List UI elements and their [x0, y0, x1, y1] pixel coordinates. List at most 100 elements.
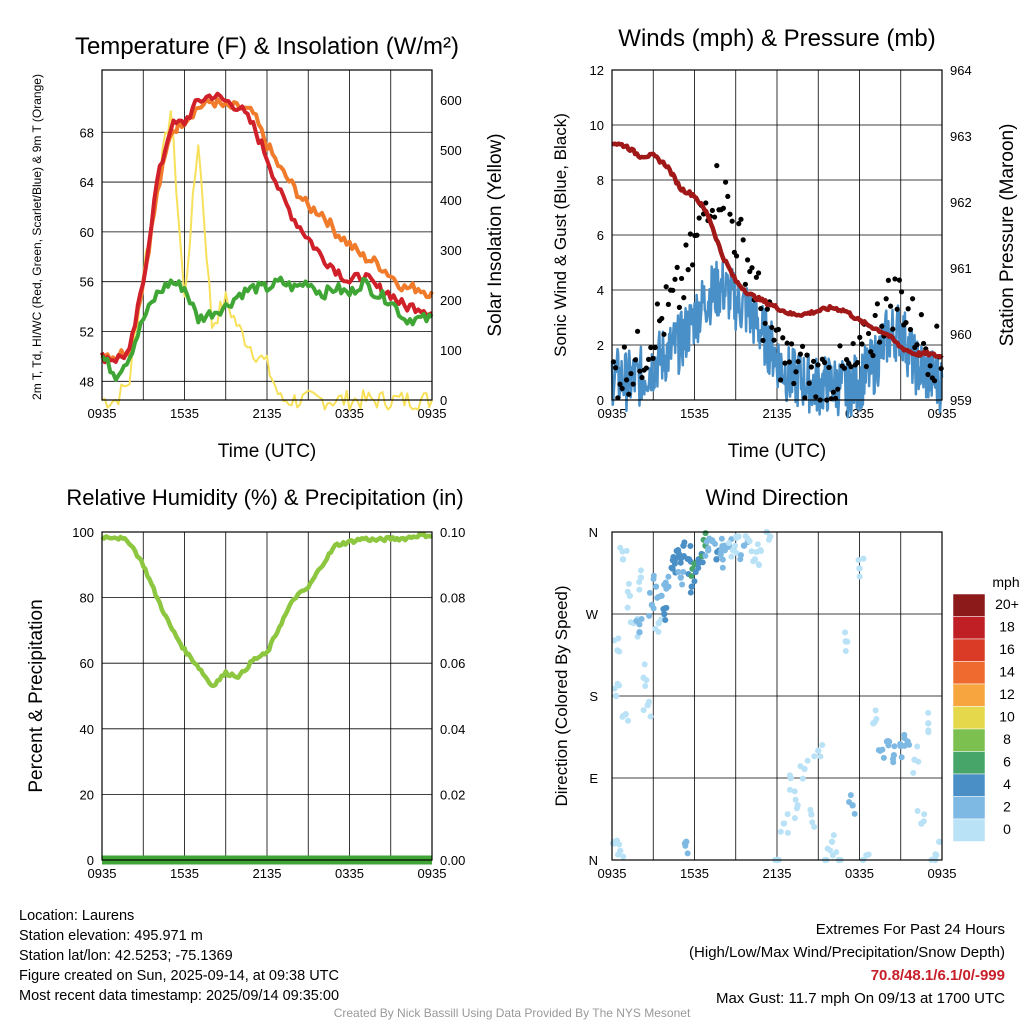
direction-point — [636, 579, 643, 586]
gust-point — [769, 324, 775, 331]
gust-point — [806, 380, 812, 386]
direction-point — [662, 616, 669, 623]
panel1-ytick: 56 — [80, 275, 94, 290]
direction-point — [809, 819, 816, 826]
direction-point — [906, 741, 913, 748]
direction-point — [797, 763, 804, 770]
panel2-ytick: 2 — [597, 338, 604, 353]
gust-point — [857, 334, 863, 340]
panel2-y2tick: 960 — [950, 327, 972, 342]
gust-point — [674, 264, 680, 270]
gust-point — [733, 253, 740, 259]
gust-point — [938, 365, 944, 372]
direction-point — [691, 578, 698, 585]
direction-point — [687, 543, 694, 550]
panel4-ytick: W — [586, 607, 599, 622]
gust-point — [903, 319, 909, 326]
panel1-title: Temperature (F) & Insolation (W/m²) — [75, 33, 459, 60]
direction-point — [929, 856, 936, 863]
gust-point — [782, 360, 788, 366]
legend-label: 20+ — [995, 596, 1019, 612]
direction-point — [681, 840, 688, 847]
gust-point — [863, 363, 869, 370]
direction-point — [692, 569, 699, 576]
extremes-panel: Extremes For Past 24 Hours (High/Low/Max… — [689, 918, 1005, 1010]
gust-point — [870, 352, 876, 359]
direction-point — [733, 533, 740, 540]
direction-point — [681, 539, 688, 546]
gust-point — [821, 359, 828, 366]
panel2-ytick: 10 — [590, 118, 604, 133]
panel2-xtick: 0935 — [928, 406, 957, 421]
direction-point — [811, 823, 818, 830]
direction-point — [791, 815, 798, 822]
legend-label: 10 — [999, 709, 1015, 725]
direction-point — [920, 818, 927, 825]
direction-point — [705, 545, 712, 552]
gust-point — [689, 262, 696, 268]
direction-point — [627, 619, 634, 626]
gust-point — [696, 215, 702, 221]
gust-point — [694, 232, 700, 238]
gust-point — [927, 363, 933, 369]
direction-point — [665, 573, 672, 580]
gust-point — [797, 351, 803, 357]
direction-point — [620, 853, 627, 860]
panel3-ytick: 0 — [87, 853, 94, 868]
panel3-ytick: 100 — [72, 525, 94, 540]
panel1-y2tick: 0 — [440, 393, 447, 408]
direction-point — [777, 828, 784, 835]
gust-point — [894, 306, 900, 312]
panel4-ytick: E — [589, 771, 598, 786]
direction-point — [619, 713, 626, 720]
direction-point — [643, 677, 650, 684]
gust-point — [738, 216, 744, 222]
station-info: Location: Laurens Station elevation: 495… — [19, 906, 339, 1006]
direction-point — [688, 572, 695, 579]
legend-swatch-0 — [952, 818, 986, 842]
panel1-xtick: 2135 — [253, 406, 282, 421]
direction-point — [712, 540, 719, 547]
legend-swatch-4 — [952, 773, 986, 797]
direction-point — [936, 838, 943, 845]
panel3-xtick: 0935 — [418, 866, 447, 881]
panel4-ylabel: Direction (Colored By Speed) — [552, 585, 571, 806]
gust-point — [810, 358, 817, 364]
panel1-y2tick: 400 — [440, 193, 462, 208]
panel3-ytick: 80 — [80, 591, 94, 606]
extremes-values: 70.8/48.1/6.1/0/-999 — [870, 967, 1005, 984]
direction-point — [757, 548, 764, 555]
gust-point — [784, 340, 790, 346]
gust-point — [764, 306, 770, 312]
direction-point — [663, 585, 670, 592]
temp-series-1 — [100, 91, 433, 365]
direction-point — [830, 832, 837, 839]
direction-point — [647, 713, 654, 720]
max-gust: Max Gust: 11.7 mph On 09/13 at 1700 UTC — [715, 990, 1005, 1007]
gust-point — [648, 344, 654, 351]
gust-point — [905, 306, 911, 312]
panel4-xtick: 1535 — [680, 866, 709, 881]
gust-point — [727, 211, 733, 217]
legend-label: 18 — [999, 619, 1015, 635]
legend-swatch-2 — [952, 796, 986, 820]
direction-point — [661, 610, 668, 618]
direction-point — [650, 572, 657, 579]
direction-point — [921, 811, 928, 818]
gust-point — [725, 193, 731, 200]
gust-point — [813, 394, 819, 400]
gust-point — [615, 395, 621, 401]
gust-point — [685, 267, 691, 273]
panel2-ytick: 6 — [597, 228, 604, 243]
gust-point — [672, 276, 678, 282]
gust-point — [841, 365, 847, 371]
direction-point — [827, 847, 834, 854]
direction-point — [856, 565, 863, 572]
pressure-series — [611, 141, 944, 360]
station-latlon: Station lat/lon: 42.5253; -75.1369 — [19, 948, 233, 964]
legend-swatch-12 — [952, 683, 986, 707]
gust-point — [652, 344, 658, 351]
direction-point — [842, 647, 849, 654]
panel2-y2tick: 959 — [950, 393, 972, 408]
